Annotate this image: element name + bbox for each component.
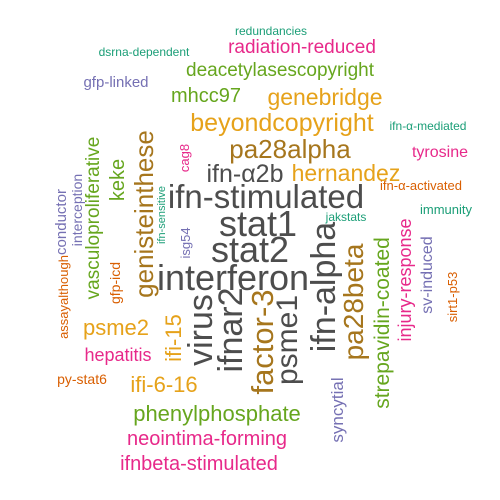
word-beyondcopyright: beyondcopyright: [190, 109, 374, 137]
word-ifn-sensitive: ifn-sensitive: [156, 186, 168, 244]
word-cag8: cag8: [177, 144, 192, 172]
word-ifn-alpha: ifn-alpha: [305, 222, 343, 353]
word-tyrosine: tyrosine: [412, 144, 468, 161]
word-hepatitis: hepatitis: [84, 345, 151, 365]
word-ifn-a-mediated: ifn-α-mediated: [390, 119, 467, 133]
word-ifn-a-activated: ifn-α-activated: [380, 178, 462, 193]
word-ifnar2: ifnar2: [212, 287, 250, 372]
word-virus: virus: [182, 294, 220, 366]
word-interferon: interferon: [157, 257, 309, 298]
word-neointima-forming: neointima-forming: [127, 428, 287, 450]
word-pa28beta: pa28beta: [338, 243, 369, 360]
word-gfp-icd: gfp-icd: [107, 262, 123, 304]
word-syncytial: syncytial: [328, 377, 347, 442]
word-py-stat6: py-stat6: [57, 371, 107, 387]
word-jakstats: jakstats: [325, 210, 367, 224]
word-phenylphosphate: phenylphosphate: [133, 401, 301, 426]
word-psme2: psme2: [83, 315, 149, 340]
word-strepavidin-coated: strepavidin-coated: [371, 237, 394, 409]
word-genisteinthese: genisteinthese: [129, 130, 159, 298]
word-ifn-a2b: ifn-α2b: [207, 160, 284, 188]
word-ifn-stimulated: ifn-stimulated: [168, 178, 364, 215]
word-conductor: conductor: [53, 189, 70, 255]
word-ifnbeta-stimulated: ifnbeta-stimulated: [120, 453, 278, 475]
word-isg54: isg54: [178, 227, 193, 258]
word-mhcc97: mhcc97: [171, 85, 241, 107]
word-deacetylasescopyright: deacetylasescopyright: [186, 60, 375, 81]
word-ifi-15: ifi-15: [161, 314, 186, 362]
word-injury-response: injury-response: [395, 218, 415, 341]
word-gfp-linked: gfp-linked: [83, 74, 148, 91]
word-genebridge: genebridge: [267, 84, 382, 110]
word-psme1: psme1: [271, 295, 304, 385]
word-immunity: immunity: [420, 202, 473, 217]
word-redundancies: redundancies: [235, 24, 307, 38]
word-ifi-6-16: ifi-6-16: [130, 372, 197, 397]
word-stat2: stat2: [211, 229, 289, 270]
word-pa28alpha: pa28alpha: [229, 134, 351, 164]
word-vasculoproliferative: vasculoproliferative: [83, 137, 104, 300]
word-stat1: stat1: [219, 203, 297, 244]
word-keke: keke: [107, 159, 129, 201]
word-interception: interception: [69, 174, 85, 246]
word-sirt1-p53: sirt1-p53: [445, 272, 460, 323]
word-factor-3: factor-3: [245, 289, 280, 394]
word-assayalthough: assayalthough: [56, 255, 71, 339]
word-sv-induced: sv-induced: [419, 236, 436, 313]
word-radiation-reduced: radiation-reduced: [228, 37, 376, 58]
word-dsrna-dependent: dsrna-dependent: [99, 45, 190, 59]
word-hernandez: hernandez: [292, 160, 401, 186]
